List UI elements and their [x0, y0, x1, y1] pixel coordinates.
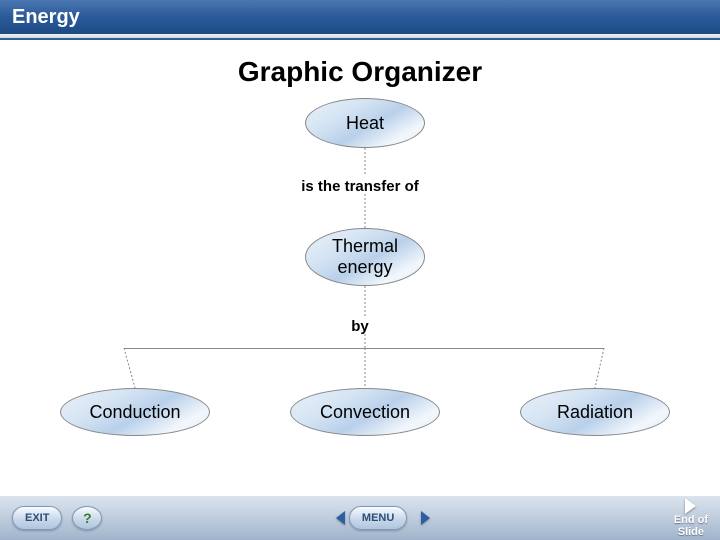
exit-button[interactable]: EXIT [12, 506, 62, 530]
diagram-area: Heat Thermalenergy Conduction Convection… [0, 88, 720, 468]
menu-prev-icon[interactable] [336, 511, 345, 525]
header-bar: Energy [0, 0, 720, 34]
node-radiation: Radiation [520, 388, 670, 436]
footer-bar: EXIT ? MENU End of Slide [0, 496, 720, 540]
menu-button[interactable]: MENU [349, 506, 407, 530]
branch-hline [124, 348, 604, 349]
end-arrow-icon [685, 498, 696, 514]
label-transfer: is the transfer of [0, 178, 720, 195]
node-convection: Convection [290, 388, 440, 436]
node-conduction: Conduction [60, 388, 210, 436]
menu-next-icon[interactable] [421, 511, 430, 525]
label-by: by [0, 318, 720, 335]
header-underline [0, 34, 720, 40]
node-thermal-energy: Thermalenergy [305, 228, 425, 286]
end-of-slide-indicator: End of Slide [674, 498, 708, 538]
menu-group: MENU [336, 506, 430, 530]
header-title: Energy [12, 6, 80, 29]
help-button[interactable]: ? [72, 506, 102, 530]
node-heat: Heat [305, 98, 425, 148]
slide-title: Graphic Organizer [0, 56, 720, 88]
